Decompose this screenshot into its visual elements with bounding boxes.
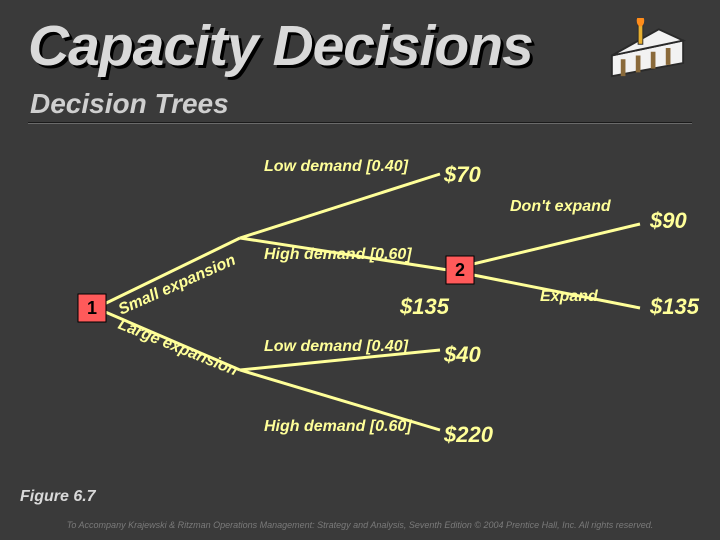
payoff-135b: $135: [650, 294, 699, 320]
payoff-90: $90: [650, 208, 687, 234]
branch-label-expand: Expand: [540, 288, 598, 306]
branch-label-dont-expand: Don't expand: [510, 198, 611, 216]
payoff-70: $70: [444, 162, 481, 188]
payoff-40: $40: [444, 342, 481, 368]
payoff-220: $220: [444, 422, 493, 448]
branch-label-high-demand-2: High demand [0.60]: [264, 418, 412, 436]
slide-root: Capacity Decisions Capacity Decisions De…: [0, 0, 720, 540]
payoff-135a: $135: [400, 294, 449, 320]
svg-text:1: 1: [87, 298, 97, 318]
svg-text:2: 2: [455, 260, 465, 280]
branch-label-low-demand-1: Low demand [0.40]: [264, 158, 408, 176]
branch-label-low-demand-2: Low demand [0.40]: [264, 338, 408, 356]
branch-label-high-demand-1: High demand [0.60]: [264, 246, 412, 264]
decision-tree: 12: [0, 0, 720, 540]
